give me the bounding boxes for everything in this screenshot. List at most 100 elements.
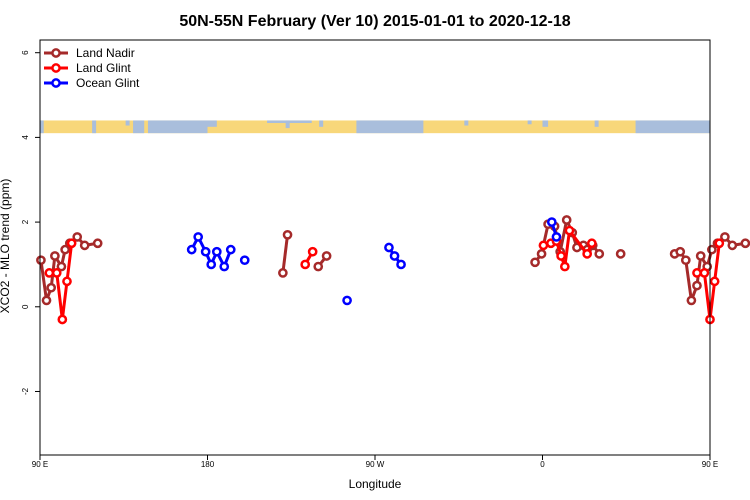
data-point	[219, 261, 230, 272]
x-tick-label: 90 E	[702, 460, 718, 469]
data-point	[686, 295, 697, 306]
series-line	[39, 234, 98, 301]
ocean-band	[40, 120, 44, 134]
data-point	[396, 259, 406, 270]
data-point	[582, 249, 593, 259]
y-axis: -2 0 2 4 6	[21, 50, 40, 395]
data-point	[300, 259, 311, 270]
data-point	[313, 261, 324, 272]
y-axis-label: XCO2 - MLO trend (ppm)	[0, 179, 12, 314]
data-point	[699, 268, 710, 278]
data-point	[57, 314, 68, 325]
data-point	[225, 244, 236, 255]
data-point	[538, 240, 549, 251]
legend-swatch-marker	[51, 48, 61, 58]
y-tick-label: 4	[21, 135, 30, 140]
data-point	[559, 261, 570, 272]
ocean-fleck	[285, 120, 290, 129]
data-point	[92, 238, 103, 249]
x-axis: 90 E 180 90 W 0 90 E	[32, 455, 718, 469]
data-point	[193, 232, 204, 242]
ocean-fleck	[92, 120, 97, 134]
data-point	[41, 295, 52, 306]
y-tick-label: 2	[21, 219, 30, 224]
data-point	[321, 251, 332, 261]
data-point	[186, 244, 197, 255]
ocean-band	[356, 120, 424, 134]
legend-label: Ocean Glint	[76, 76, 140, 90]
data-point	[536, 249, 547, 259]
legend-swatch-marker	[51, 78, 61, 88]
data-point	[692, 268, 702, 278]
data-point	[530, 257, 540, 268]
ocean-fleck	[676, 120, 681, 130]
data-point	[714, 238, 725, 249]
y-tick-label: 0	[21, 304, 30, 309]
data-point	[561, 215, 572, 225]
data-point	[556, 251, 566, 261]
ocean-fleck	[527, 120, 532, 125]
data-point	[615, 249, 626, 259]
data-point	[200, 246, 211, 257]
series-line	[543, 226, 594, 268]
ocean-band	[542, 120, 549, 127]
data-point	[546, 217, 557, 227]
data-point	[720, 232, 730, 242]
data-point	[36, 255, 46, 266]
ocean-fleck	[319, 120, 324, 127]
data-point	[206, 259, 217, 270]
ocean-band	[147, 120, 208, 134]
data-point	[72, 232, 83, 242]
x-tick-label: 90 W	[366, 460, 385, 469]
data-point	[564, 225, 575, 236]
series-layer	[36, 215, 750, 325]
ocean-fleck	[464, 120, 469, 126]
data-point	[551, 232, 562, 242]
data-point	[51, 268, 62, 278]
data-point	[56, 261, 67, 272]
x-tick-label: 0	[540, 460, 545, 469]
data-point	[44, 268, 55, 278]
data-point	[594, 249, 605, 259]
data-point	[239, 255, 250, 266]
data-point	[307, 246, 318, 257]
ocean-fleck	[125, 120, 130, 126]
data-point	[707, 244, 717, 255]
data-point	[692, 280, 702, 291]
series-ocean-glint	[186, 217, 562, 306]
land-ocean-strip	[40, 120, 710, 134]
data-point	[282, 229, 293, 240]
data-point	[211, 246, 222, 257]
data-point	[695, 251, 706, 261]
data-point	[586, 238, 597, 249]
chart-title: 50N-55N February (Ver 10) 2015-01-01 to …	[179, 13, 570, 30]
data-point	[389, 251, 400, 261]
data-point	[727, 240, 738, 251]
y-tick-label: -2	[21, 387, 30, 395]
legend-swatch-marker	[51, 63, 61, 73]
data-point	[384, 242, 394, 253]
ocean-band	[635, 120, 710, 134]
y-tick-label: 6	[21, 50, 30, 55]
data-point	[46, 282, 57, 293]
plot-frame	[39, 39, 711, 456]
data-point	[740, 238, 750, 249]
x-tick-label: 90 E	[32, 460, 48, 469]
data-point	[62, 276, 72, 287]
legend-label: Land Glint	[76, 61, 131, 75]
series-land-glint	[44, 225, 725, 325]
ocean-band	[207, 120, 217, 127]
ocean-fleck	[594, 120, 599, 127]
ocean-band	[133, 120, 145, 134]
x-axis-label: Longitude	[349, 477, 402, 491]
x-tick-label: 180	[201, 460, 215, 469]
data-point	[675, 246, 686, 257]
series-land-nadir	[36, 215, 750, 306]
series-line	[281, 234, 290, 274]
data-point	[66, 238, 77, 249]
data-point	[278, 268, 288, 278]
data-point	[342, 295, 352, 306]
data-point	[680, 255, 691, 266]
